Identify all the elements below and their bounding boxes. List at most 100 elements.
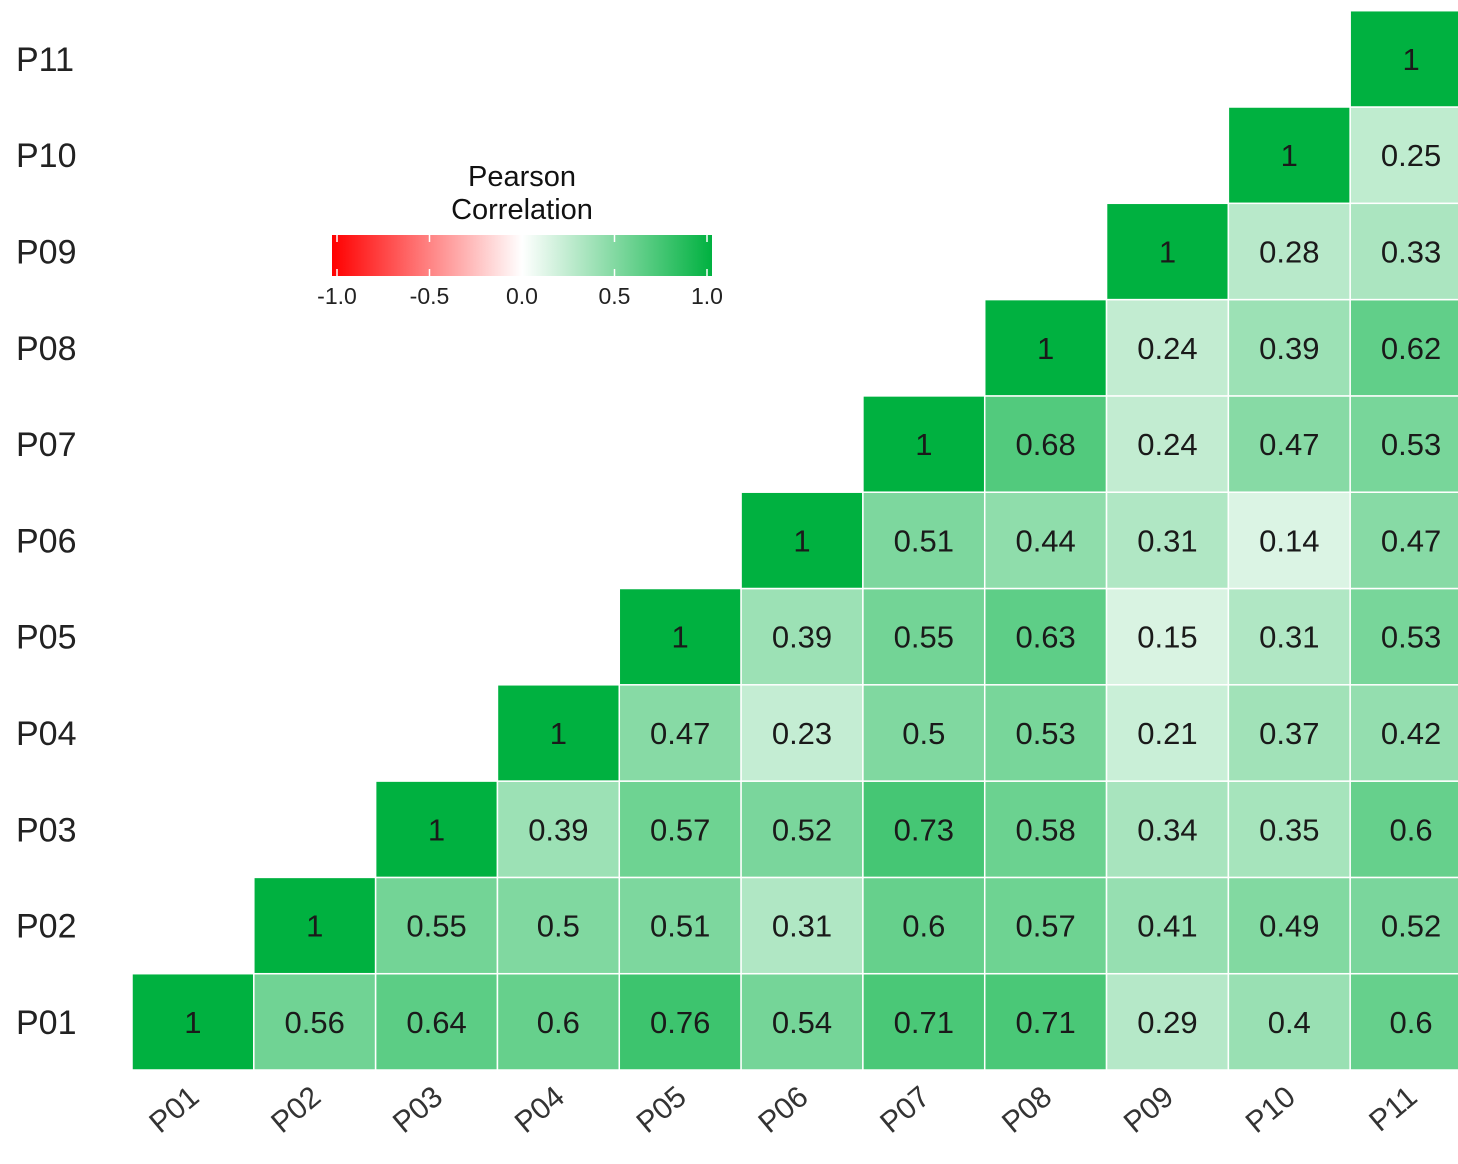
x-tick-label: P09 xyxy=(1118,1080,1180,1140)
cell-value-label: 0.64 xyxy=(406,1005,466,1040)
cell-value-label: 0.31 xyxy=(1137,523,1197,558)
cell-value-label: 0.55 xyxy=(894,620,954,655)
heatmap-cell-P04-P06 xyxy=(740,684,864,782)
cell-value-label: 0.62 xyxy=(1381,331,1441,366)
cell-value-label: 1 xyxy=(1037,331,1054,366)
heatmap-cell-P02-P10 xyxy=(1227,876,1351,975)
y-axis: P01 P02 P03 P04 P05 P06 P07 P08 P09 P10 P11 xyxy=(16,41,77,1042)
cell-value-label: 0.57 xyxy=(1015,909,1075,944)
heatmap-cell-P05-P09 xyxy=(1105,587,1230,686)
cell-value-label: 0.53 xyxy=(1015,716,1075,751)
heatmap-cell-P04-P09 xyxy=(1105,684,1230,782)
cell-value-label: 0.14 xyxy=(1259,523,1319,558)
heatmap-cell-P01-P08 xyxy=(983,972,1108,1071)
heatmap-cell-P02-P11 xyxy=(1349,876,1458,975)
cell-labels-layer: 1 0.56 0.64 0.6 0.76 0.54 0.71 0.71 0.29 0.4 0.6 1 0… xyxy=(184,42,1441,1040)
cell-value-label: 0.33 xyxy=(1381,234,1441,269)
heatmap-cell-P02-P09 xyxy=(1105,876,1230,975)
cell-value-label: 0.15 xyxy=(1137,620,1197,655)
heatmap-cell-P09-P11 xyxy=(1349,202,1458,301)
heatmap-cell-P07-P09 xyxy=(1105,395,1230,493)
cell-value-label: 0.41 xyxy=(1137,909,1197,944)
cell-value-label: 0.31 xyxy=(1259,620,1319,655)
cell-value-label: 0.57 xyxy=(650,812,710,847)
x-tick-label: P03 xyxy=(387,1080,449,1140)
heatmap-cell-P03-P11 xyxy=(1349,780,1458,879)
cell-value-label: 0.51 xyxy=(894,523,954,558)
heatmap-cell-P04-P11 xyxy=(1349,684,1458,782)
y-tick-label: P02 xyxy=(16,908,77,946)
heatmap-cell-P01-P06 xyxy=(740,972,864,1071)
legend-tick-label: 0.5 xyxy=(599,283,631,309)
cell-value-label: 1 xyxy=(1402,42,1419,77)
x-tick-label: P02 xyxy=(265,1080,327,1140)
y-tick-label: P05 xyxy=(16,619,77,657)
heatmap-cell-P08-P10 xyxy=(1227,298,1351,397)
cell-value-label: 0.6 xyxy=(1390,812,1433,847)
heatmap-cell-P02-P04 xyxy=(496,876,621,975)
color-legend: Pearson Correlation -1.0 -0.5 0.0 0.5 1.0 xyxy=(317,161,723,309)
heatmap-cell-P09-P10 xyxy=(1227,202,1351,301)
heatmap-cell-P08-P08 xyxy=(983,298,1108,397)
heatmap-cell-P08-P09 xyxy=(1105,298,1230,397)
heatmap-cell-P02-P02 xyxy=(253,876,377,975)
legend-tick-label: -0.5 xyxy=(410,283,450,309)
cell-value-label: 0.25 xyxy=(1381,138,1441,173)
x-tick-label: P05 xyxy=(631,1080,693,1140)
y-tick-label: P03 xyxy=(16,811,77,849)
cell-value-label: 0.47 xyxy=(1381,523,1441,558)
cell-value-label: 0.47 xyxy=(650,716,710,751)
cell-value-label: 0.52 xyxy=(772,812,832,847)
cell-value-label: 0.76 xyxy=(650,1005,710,1040)
cell-value-label: 0.24 xyxy=(1137,427,1197,462)
cell-value-label: 0.39 xyxy=(772,620,832,655)
heatmap-cell-P05-P11 xyxy=(1349,587,1458,686)
cell-value-label: 0.39 xyxy=(528,812,588,847)
x-axis: P01 P02 P03 P04 P05 P06 P07 P08 P09 P10 P11 xyxy=(143,1080,1423,1140)
cell-value-label: 1 xyxy=(428,812,445,847)
x-tick-label: P07 xyxy=(874,1080,936,1140)
y-tick-label: P09 xyxy=(16,233,77,271)
heatmap-cell-P07-P07 xyxy=(862,395,986,493)
cell-value-label: 1 xyxy=(793,523,810,558)
cell-value-label: 0.21 xyxy=(1137,716,1197,751)
x-tick-label: P11 xyxy=(1363,1080,1423,1138)
cell-value-label: 0.42 xyxy=(1381,716,1441,751)
cells-layer xyxy=(131,9,1458,1071)
legend-tick-label: -1.0 xyxy=(317,283,357,309)
cell-value-label: 0.39 xyxy=(1259,331,1319,366)
heatmap-cell-P05-P06 xyxy=(740,587,864,686)
x-tick-label: P06 xyxy=(752,1080,814,1140)
x-tick-label: P08 xyxy=(996,1080,1058,1140)
x-tick-label: P10 xyxy=(1240,1080,1302,1140)
cell-value-label: 0.34 xyxy=(1137,812,1197,847)
heatmap-cell-P04-P07 xyxy=(862,684,986,782)
cell-value-label: 1 xyxy=(184,1005,201,1040)
heatmap-cell-P01-P01 xyxy=(131,972,255,1071)
cell-value-label: 1 xyxy=(672,620,689,655)
heatmap-cell-P05-P10 xyxy=(1227,587,1351,686)
y-tick-label: P08 xyxy=(16,330,77,368)
cell-value-label: 1 xyxy=(1281,138,1298,173)
cell-value-label: 1 xyxy=(306,909,323,944)
cell-value-label: 0.52 xyxy=(1381,909,1441,944)
cell-value-label: 0.49 xyxy=(1259,909,1319,944)
heatmap-cell-P01-P02 xyxy=(253,972,377,1071)
heatmap-cell-P01-P07 xyxy=(862,972,986,1071)
heatmap-cell-P06-P09 xyxy=(1105,491,1230,590)
legend-title-line2: Correlation xyxy=(451,194,593,226)
cell-value-label: 1 xyxy=(550,716,567,751)
cell-value-label: 0.71 xyxy=(894,1005,954,1040)
cell-value-label: 0.35 xyxy=(1259,812,1319,847)
heatmap-cell-P03-P10 xyxy=(1227,780,1351,879)
y-tick-label: P01 xyxy=(16,1004,77,1042)
heatmap-cell-P03-P03 xyxy=(374,780,499,879)
cell-value-label: 0.6 xyxy=(1390,1005,1433,1040)
y-tick-label: P04 xyxy=(16,715,77,753)
heatmap-cell-P07-P10 xyxy=(1227,395,1351,493)
heatmap-cell-P06-P06 xyxy=(740,491,864,590)
cell-value-label: 0.5 xyxy=(902,716,945,751)
y-tick-label: P10 xyxy=(16,137,77,175)
cell-value-label: 0.4 xyxy=(1268,1005,1311,1040)
